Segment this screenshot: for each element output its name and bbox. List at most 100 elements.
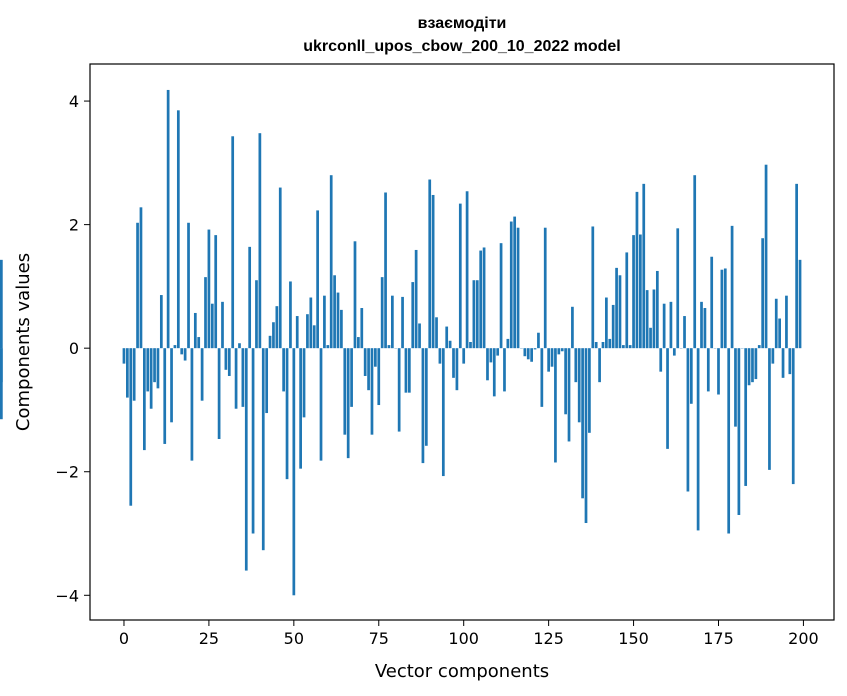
- bar-component-0: [122, 348, 126, 364]
- bar-component-89: [424, 348, 428, 446]
- bar-component-55: [309, 297, 313, 349]
- bar-component-11: [159, 295, 163, 349]
- bar-component-27: [214, 235, 218, 349]
- bar-component-101: [465, 191, 469, 349]
- bar-component-170: [700, 301, 703, 349]
- bar-component-1: [126, 348, 129, 398]
- bar-component-119: [526, 348, 530, 360]
- bar-component-99: [458, 203, 462, 349]
- y-axis-label: Components values: [13, 253, 34, 431]
- bar-component-32: [231, 136, 235, 349]
- bar-component-20: [190, 348, 194, 461]
- bar-component-145: [615, 267, 618, 349]
- bar-component-156: [652, 289, 656, 349]
- bar-component-105: [479, 250, 483, 349]
- bar-component-67: [350, 348, 353, 407]
- bar-component-158: [659, 348, 663, 372]
- bar-component-162: [672, 348, 676, 356]
- y-tick-label: 2: [69, 216, 79, 235]
- bar-component-121: [533, 348, 537, 350]
- bar-component-21: [193, 312, 197, 349]
- bar-component-84: [407, 348, 411, 393]
- bar-component-37: [248, 246, 252, 349]
- bar-component-88: [421, 348, 425, 464]
- bar-component-166: [686, 348, 690, 492]
- bar-component-64: [340, 309, 343, 349]
- x-axis-label: Vector components: [375, 661, 549, 682]
- x-tick-label: 175: [703, 629, 734, 648]
- bar-component-163: [676, 228, 680, 349]
- bar-component-69: [357, 337, 360, 349]
- bar-component-112: [503, 348, 506, 392]
- bar-component-41: [261, 348, 265, 551]
- bar-component-114: [509, 221, 513, 349]
- bar-component-110: [496, 348, 500, 356]
- bar-component-22: [197, 337, 201, 349]
- bar-component-141: [601, 342, 605, 349]
- x-axis-ticks: 0 25 50 75 100 125 150 175 200: [119, 620, 819, 648]
- x-tick-label: 125: [533, 629, 564, 648]
- bar-component-94: [441, 348, 445, 477]
- bar-component-184: [747, 348, 751, 386]
- bar-component-3: [132, 348, 136, 401]
- bar-component-29: [221, 301, 224, 349]
- bar-component-undefined: [0, 348, 3, 420]
- bar-component-45: [275, 306, 279, 349]
- bar-component-132: [571, 306, 574, 349]
- bar-component-98: [455, 348, 459, 391]
- bar-component-97: [452, 348, 455, 378]
- plot-frame: [89, 63, 835, 621]
- bar-component-91: [431, 194, 435, 349]
- bar-component-195: [785, 295, 788, 349]
- bar-component-150: [632, 235, 635, 349]
- bar-component-16: [176, 110, 180, 349]
- bar-component-147: [622, 345, 625, 349]
- bar-component-65: [343, 348, 347, 435]
- bar-component-113: [506, 338, 510, 349]
- bar-component-125: [547, 348, 550, 372]
- bar-component-19: [187, 222, 190, 349]
- x-tick-label: 100: [448, 629, 479, 648]
- bar-component-138: [591, 226, 595, 349]
- bar-component-92: [435, 317, 438, 349]
- bar-component-153: [642, 183, 646, 349]
- bar-component-155: [649, 327, 652, 349]
- bar-component-196: [788, 348, 792, 375]
- bar-component-14: [170, 348, 173, 423]
- x-tick-label: 200: [788, 629, 819, 648]
- bar-component-87: [418, 323, 421, 349]
- bar-component-47: [282, 348, 285, 392]
- bar-component-33: [234, 348, 238, 409]
- bar-component-68: [353, 241, 357, 349]
- bar-component-74: [374, 348, 377, 367]
- bar-component-38: [251, 348, 255, 534]
- bar-component-142: [605, 297, 608, 349]
- bar-component-86: [414, 249, 418, 349]
- bar-component-173: [710, 256, 714, 349]
- bar-component-52: [299, 348, 302, 469]
- bar-component-172: [706, 348, 710, 392]
- bar-component-28: [217, 348, 221, 439]
- bar-component-111: [499, 243, 503, 349]
- bar-component-6: [143, 348, 146, 451]
- bar-component-187: [757, 345, 761, 349]
- bar-component-4: [136, 222, 139, 349]
- bar-component-17: [180, 348, 184, 355]
- bar-component-136: [584, 348, 588, 524]
- bar-component-95: [445, 326, 449, 349]
- bar-component-90: [428, 179, 432, 349]
- bar-component-198: [795, 183, 798, 349]
- bar-component-46: [278, 187, 282, 349]
- bar-component-197: [791, 348, 795, 485]
- bar-component-23: [200, 348, 204, 401]
- bar-component-148: [625, 252, 629, 349]
- bar-component-168: [693, 175, 697, 349]
- bar-component-127: [554, 348, 557, 463]
- bar-component-42: [265, 348, 269, 414]
- bar-component-83: [404, 348, 408, 393]
- bar-component-185: [751, 348, 754, 383]
- bar-component-167: [689, 348, 693, 404]
- chart-title: взаємодіти: [418, 15, 507, 32]
- bar-component-118: [523, 348, 527, 357]
